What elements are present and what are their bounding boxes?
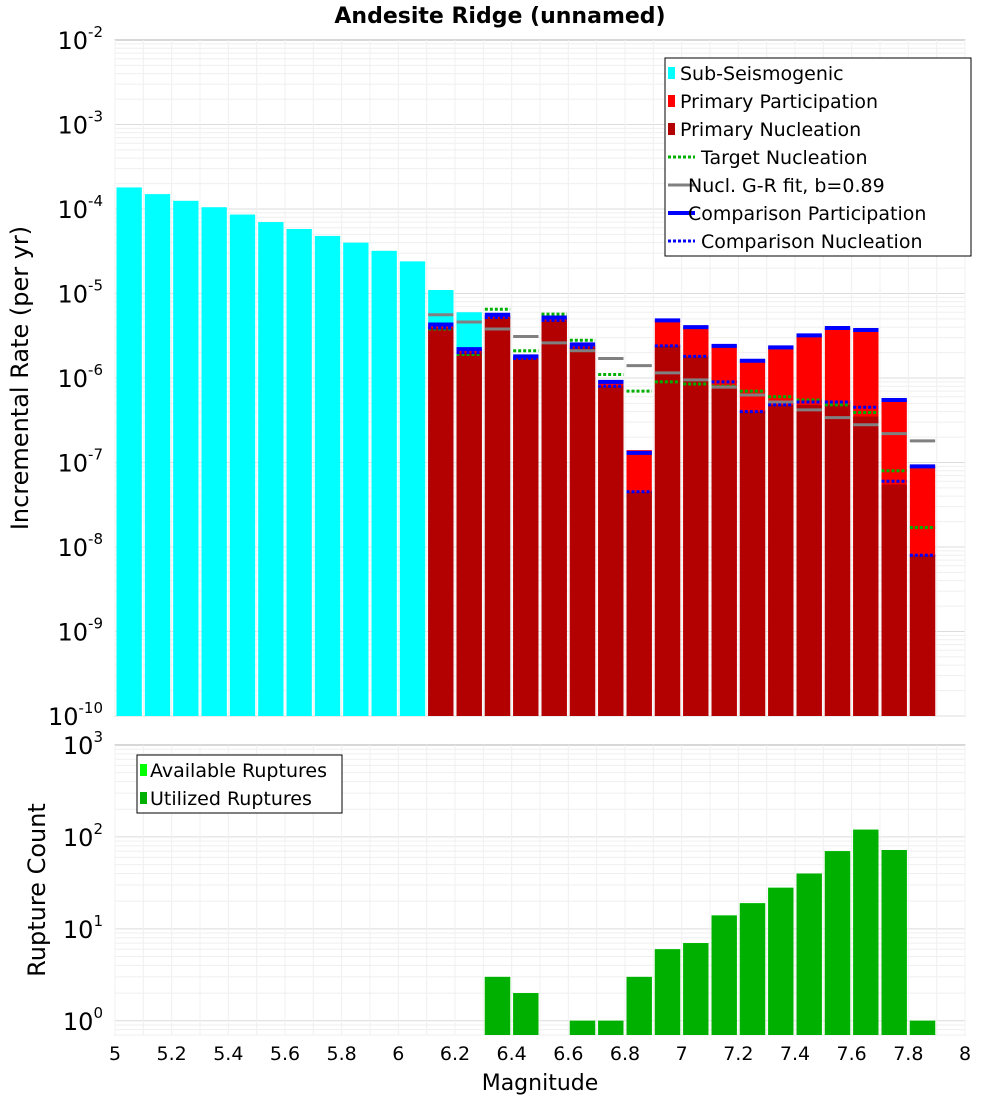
x-tick-label: 7.6 bbox=[837, 1043, 867, 1065]
utilized-ruptures-bar bbox=[909, 1020, 936, 1035]
utilized-ruptures-bar bbox=[739, 903, 766, 1035]
legend-box bbox=[136, 754, 343, 814]
x-tick-label: 5.4 bbox=[213, 1043, 243, 1065]
x-tick-label: 7.2 bbox=[723, 1043, 753, 1065]
legend-swatch bbox=[140, 792, 147, 804]
x-tick-label: 6.6 bbox=[553, 1043, 583, 1065]
primary-nucleation-bar bbox=[796, 404, 822, 716]
x-tick-label: 6.2 bbox=[440, 1043, 470, 1065]
primary-nucleation-bar bbox=[654, 345, 681, 716]
x-tick-label: 5.8 bbox=[327, 1043, 357, 1065]
legend-label: Available Ruptures bbox=[150, 760, 327, 782]
utilized-ruptures-bar bbox=[853, 829, 879, 1035]
sub-seismogenic-bar bbox=[371, 250, 397, 716]
primary-nucleation-bar bbox=[513, 358, 539, 716]
utilized-ruptures-bar bbox=[824, 851, 851, 1035]
y-tick-label: 10-3 bbox=[57, 108, 103, 140]
legend-swatch bbox=[668, 67, 675, 79]
sub-seismogenic-bar bbox=[314, 235, 341, 716]
legend-label: Utilized Ruptures bbox=[150, 788, 312, 810]
sub-seismogenic-bar bbox=[173, 200, 199, 717]
x-axis-label: Magnitude bbox=[482, 1071, 599, 1096]
y-tick-label: 101 bbox=[63, 912, 103, 944]
y-tick-label: 10-8 bbox=[57, 530, 103, 562]
x-tick-label: 7 bbox=[676, 1043, 688, 1065]
x-tick-label: 6.8 bbox=[610, 1043, 640, 1065]
primary-nucleation-bar bbox=[824, 404, 851, 716]
y-tick-label: 10-4 bbox=[57, 192, 103, 224]
legend-swatch bbox=[668, 95, 675, 107]
primary-nucleation-bar bbox=[711, 386, 737, 716]
sub-seismogenic-bar bbox=[144, 194, 171, 716]
rupture-count-panel: 100 101 102 103 5 5.2 5.4 5.6 5.8 6 6.2 6.4 6.6 6.8 7… bbox=[23, 728, 971, 1096]
utilized-ruptures-bar bbox=[513, 993, 539, 1035]
utilized-ruptures-bar bbox=[881, 850, 907, 1035]
x-tick-label: 5 bbox=[109, 1043, 121, 1065]
legend-swatch bbox=[140, 764, 147, 776]
legend-label: Sub-Seismogenic bbox=[680, 63, 844, 85]
sub-seismogenic-bar bbox=[258, 222, 284, 716]
y-tick-label: 10-9 bbox=[57, 615, 103, 647]
utilized-ruptures-bar bbox=[683, 943, 709, 1035]
legend-label: Comparison Nucleation bbox=[701, 231, 923, 253]
y-tick-label: 10-2 bbox=[57, 23, 103, 55]
primary-nucleation-bar bbox=[909, 555, 936, 716]
legend-label: Primary Participation bbox=[680, 91, 878, 113]
utilized-ruptures-bar bbox=[626, 976, 652, 1035]
utilized-ruptures-bar bbox=[796, 873, 822, 1035]
primary-nucleation-bar bbox=[768, 404, 794, 716]
utilized-ruptures-bar bbox=[598, 1020, 624, 1035]
x-tick-label: 6 bbox=[392, 1043, 404, 1065]
sub-seismogenic-bar bbox=[286, 228, 312, 716]
utilized-ruptures-bar bbox=[711, 915, 737, 1035]
y-tick-label: 10-7 bbox=[57, 446, 103, 478]
utilized-ruptures-bar bbox=[654, 949, 681, 1035]
x-tick-label: 7.8 bbox=[893, 1043, 923, 1065]
sub-seismogenic-bar bbox=[229, 214, 256, 716]
x-tick-label: 5.6 bbox=[270, 1043, 300, 1065]
primary-nucleation-bar bbox=[598, 386, 624, 716]
legend-label: Primary Nucleation bbox=[680, 119, 861, 141]
primary-nucleation-bar bbox=[626, 491, 652, 716]
x-tick-label: 7.4 bbox=[780, 1043, 810, 1065]
y-tick-label: 10-5 bbox=[57, 277, 103, 309]
y-tick-label: 10-6 bbox=[57, 361, 103, 393]
utilized-ruptures-bar bbox=[768, 887, 794, 1035]
y-tick-label: 103 bbox=[63, 728, 103, 760]
primary-nucleation-bar bbox=[569, 347, 596, 716]
utilized-ruptures-bar bbox=[569, 1020, 596, 1035]
legend-box bbox=[664, 57, 972, 257]
y-tick-label: 100 bbox=[63, 1004, 103, 1036]
legend-label: Target Nucleation bbox=[700, 147, 868, 169]
sub-seismogenic-bar bbox=[343, 242, 369, 717]
primary-nucleation-bar bbox=[683, 356, 709, 716]
primary-nucleation-bar bbox=[428, 328, 454, 716]
primary-nucleation-bar bbox=[853, 416, 879, 716]
primary-nucleation-bar bbox=[739, 411, 766, 716]
x-tick-label: 6.4 bbox=[497, 1043, 527, 1065]
rate-plot-panel: 10-10 10-9 10-8 10-7 10-6 10-5 10-4 10-3 10-2 In… bbox=[6, 23, 972, 731]
x-tick-label: 8 bbox=[959, 1043, 971, 1065]
y-axis-label-count: Rupture Count bbox=[23, 803, 51, 977]
sub-seismogenic-bar bbox=[116, 187, 142, 717]
y-tick-label: 102 bbox=[63, 820, 103, 852]
legend-swatch bbox=[668, 123, 675, 135]
y-axis-label-rate: Incremental Rate (per yr) bbox=[6, 226, 34, 530]
sub-seismogenic-bar bbox=[201, 207, 227, 716]
sub-seismogenic-bar bbox=[399, 261, 426, 716]
y-tick-label: 10-10 bbox=[48, 699, 103, 731]
utilized-ruptures-bar bbox=[484, 976, 511, 1035]
primary-nucleation-bar bbox=[484, 317, 511, 716]
chart-title: Andesite Ridge (unnamed) bbox=[334, 4, 665, 29]
primary-nucleation-bar bbox=[541, 320, 567, 716]
count-legend: Available Ruptures Utilized Ruptures bbox=[136, 754, 343, 814]
primary-nucleation-bar bbox=[456, 352, 482, 716]
legend-label: Comparison Participation bbox=[688, 203, 926, 225]
x-tick-label: 5.2 bbox=[157, 1043, 187, 1065]
primary-nucleation-bar bbox=[881, 484, 907, 716]
legend-label: Nucl. G-R fit, b=0.89 bbox=[688, 175, 885, 197]
rate-legend: Sub-Seismogenic Primary Participation Prim… bbox=[664, 57, 972, 257]
